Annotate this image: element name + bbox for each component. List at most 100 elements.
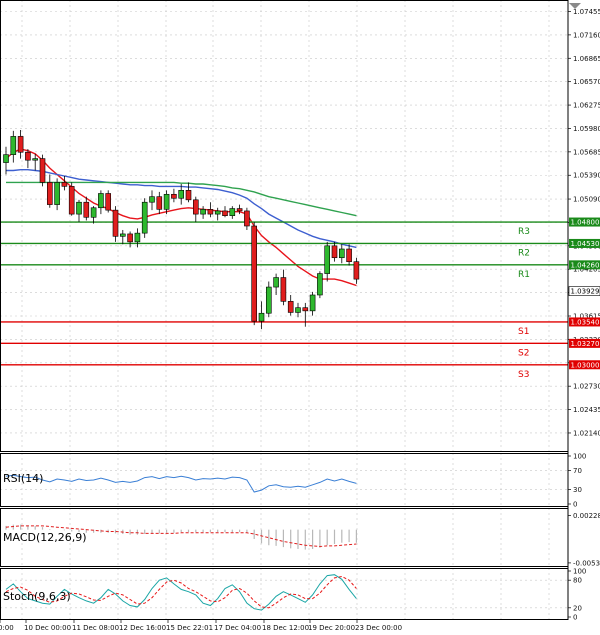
price-axis: 1.07455 1.07160 1.06865 1.06570 1.06275 1.059… bbox=[568, 8, 600, 437]
candle-bearish bbox=[287, 301, 294, 313]
candle-bearish bbox=[112, 209, 119, 237]
candle-bearish bbox=[83, 201, 90, 218]
candle-bearish bbox=[17, 136, 24, 153]
level-price-badge bbox=[569, 238, 600, 248]
candle-bullish bbox=[295, 307, 301, 313]
price-tick-label: 1.05390 bbox=[573, 172, 600, 180]
level-price-badge bbox=[569, 217, 600, 227]
candle-bullish bbox=[120, 233, 126, 237]
candle-bullish bbox=[229, 208, 236, 216]
price-tick-label: 1.05980 bbox=[573, 125, 600, 133]
level-price-badge bbox=[569, 338, 600, 348]
current-price-badge bbox=[568, 286, 600, 296]
price-tick-label: 1.03615 bbox=[573, 313, 600, 321]
candle-bearish bbox=[251, 225, 257, 322]
price-tick-label: 1.05685 bbox=[573, 148, 600, 156]
candle-bullish bbox=[200, 209, 206, 215]
candle-bearish bbox=[25, 151, 31, 161]
panel-frame-main bbox=[0, 0, 569, 452]
rsi-label: RSI(14) bbox=[3, 472, 43, 485]
rsi-tick-label: 30 bbox=[573, 486, 582, 494]
time-axis: 0:00 10 Dec 00:00 11 Dec 08:00 12 Dec 16:00… bbox=[0, 620, 402, 632]
candle-bullish bbox=[3, 154, 9, 163]
candle-bullish bbox=[317, 273, 323, 296]
candle-bearish bbox=[207, 209, 214, 215]
stoch-tick-label: 20 bbox=[573, 604, 582, 612]
candle-bearish bbox=[331, 245, 338, 259]
panel-frames bbox=[0, 0, 581, 620]
price-tick-label: 1.05090 bbox=[573, 196, 600, 204]
candle-bullish bbox=[149, 196, 155, 203]
stoch-signal-line bbox=[5, 575, 357, 609]
candle-bullish bbox=[163, 193, 170, 210]
level-label-s2: S2 bbox=[518, 348, 529, 358]
price-tick-label: 1.06570 bbox=[573, 78, 600, 86]
level-label-r1: R1 bbox=[518, 270, 530, 280]
candle-bullish bbox=[90, 207, 97, 218]
candle-bullish bbox=[32, 158, 39, 161]
time-tick-label: 11 Dec 08:00 bbox=[72, 624, 119, 632]
candle-bullish bbox=[98, 193, 104, 209]
level-price-label: 1.03000 bbox=[571, 361, 600, 369]
level-price-badge bbox=[569, 317, 600, 327]
stoch-tick-label: 80 bbox=[573, 577, 582, 585]
candle-bullish bbox=[309, 294, 316, 312]
price-tick-label: 1.02730 bbox=[573, 383, 600, 391]
candle-bearish bbox=[244, 210, 250, 227]
candle-bullish bbox=[214, 210, 221, 215]
candle-bullish bbox=[273, 277, 279, 288]
macd-tick-label: -0.005335 bbox=[573, 559, 600, 567]
price-tick-label: 1.07455 bbox=[573, 8, 600, 16]
candle-bearish bbox=[171, 193, 177, 199]
candle-bullish bbox=[178, 190, 184, 199]
price-tick-label: 1.06865 bbox=[573, 55, 600, 63]
candle-bearish bbox=[236, 208, 243, 212]
level-price-label: 1.04800 bbox=[571, 219, 600, 227]
rsi-tick-label: 100 bbox=[573, 453, 586, 461]
candle-bearish bbox=[302, 307, 309, 312]
price-tick-label: 1.02435 bbox=[573, 406, 600, 414]
stoch-label: Stoch(9,6,3) bbox=[3, 590, 71, 603]
level-label-s1: S1 bbox=[518, 327, 529, 337]
price-tick-label: 1.04205 bbox=[573, 266, 600, 274]
candle-bullish bbox=[76, 201, 82, 215]
macd-signal-line bbox=[5, 525, 357, 548]
candle-bullish bbox=[258, 312, 265, 322]
macd-panel: 0.002283 -0.005335 MACD(12,26,9) bbox=[3, 512, 600, 567]
candle-bullish bbox=[265, 286, 272, 314]
candle-bearish bbox=[127, 233, 133, 243]
level-price-label: 1.03270 bbox=[571, 340, 600, 348]
candle-bullish bbox=[10, 136, 17, 155]
candle-bearish bbox=[353, 261, 360, 280]
price-tick-label: 1.02140 bbox=[573, 429, 600, 437]
price-tick-label: 1.06275 bbox=[573, 102, 600, 110]
stoch-tick-label: 100 bbox=[573, 568, 586, 576]
candle-bearish bbox=[46, 182, 53, 205]
level-label-r2: R2 bbox=[518, 248, 530, 258]
stoch-tick-label: 0 bbox=[573, 614, 577, 622]
level-label-s3: S3 bbox=[518, 370, 529, 380]
time-tick-label: 18 Dec 12:00 bbox=[262, 624, 309, 632]
rsi-tick-label: 70 bbox=[573, 467, 582, 475]
candle-bearish bbox=[346, 248, 352, 262]
level-price-label: 1.04260 bbox=[571, 261, 600, 269]
chart-grid bbox=[0, 0, 568, 620]
candle-bearish bbox=[39, 158, 46, 183]
candle-bearish bbox=[68, 186, 75, 215]
time-tick-label: 12 Dec 16:00 bbox=[119, 624, 166, 632]
time-tick-label: 15 Dec 22:01 bbox=[166, 624, 213, 632]
candle-bearish bbox=[61, 182, 68, 187]
time-tick-label: 17 Dec 04:00 bbox=[214, 624, 261, 632]
candle-bearish bbox=[105, 193, 111, 211]
current-price-label: 1.03929 bbox=[571, 288, 600, 296]
candle-bearish bbox=[222, 210, 228, 216]
candle-bearish bbox=[193, 199, 199, 215]
time-tick-label: 10 Dec 00:00 bbox=[24, 624, 71, 632]
macd-label: MACD(12,26,9) bbox=[3, 531, 87, 544]
candle-bearish bbox=[156, 196, 163, 210]
time-tick-label: 23 Dec 00:00 bbox=[355, 624, 402, 632]
price-tick-label: 1.07160 bbox=[573, 31, 600, 39]
candle-bearish bbox=[280, 277, 287, 302]
candle-bullish bbox=[134, 232, 141, 243]
